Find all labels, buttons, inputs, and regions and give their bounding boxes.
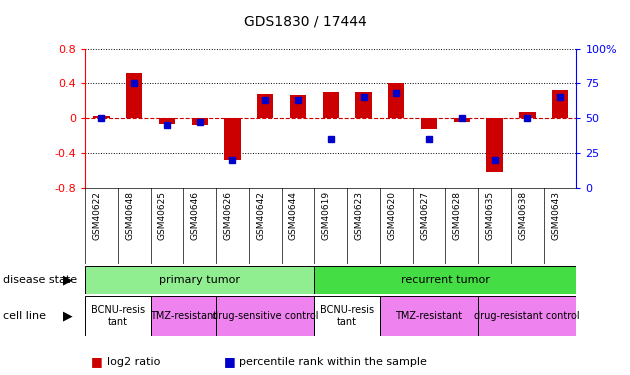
Bar <box>93 116 110 118</box>
Text: GSM40635: GSM40635 <box>486 191 495 240</box>
Text: drug-sensitive control: drug-sensitive control <box>212 311 319 321</box>
Text: GSM40644: GSM40644 <box>289 191 298 240</box>
Text: TMZ-resistant: TMZ-resistant <box>150 311 217 321</box>
Bar <box>224 118 241 160</box>
Text: cell line: cell line <box>3 311 46 321</box>
Text: GSM40627: GSM40627 <box>420 191 429 240</box>
Text: GSM40625: GSM40625 <box>158 191 167 240</box>
Bar <box>355 92 372 118</box>
Text: TMZ-resistant: TMZ-resistant <box>396 311 462 321</box>
Text: BCNU-resis
tant: BCNU-resis tant <box>320 305 374 327</box>
Bar <box>388 84 404 118</box>
Text: GSM40626: GSM40626 <box>224 191 232 240</box>
Bar <box>421 118 437 129</box>
Bar <box>519 112 536 118</box>
Bar <box>192 118 208 125</box>
Text: recurrent tumor: recurrent tumor <box>401 275 490 285</box>
Bar <box>380 296 478 336</box>
Text: GSM40619: GSM40619 <box>322 191 331 240</box>
Bar <box>314 296 380 336</box>
Text: GSM40622: GSM40622 <box>93 191 101 240</box>
Bar <box>151 296 216 336</box>
Bar <box>216 296 314 336</box>
Text: primary tumor: primary tumor <box>159 275 240 285</box>
Text: ■: ■ <box>91 356 103 368</box>
Bar <box>454 118 470 123</box>
Bar <box>552 90 568 118</box>
Bar <box>159 118 175 124</box>
Bar <box>257 94 273 118</box>
Text: GSM40638: GSM40638 <box>518 191 527 240</box>
Bar <box>314 266 576 294</box>
Bar <box>85 296 151 336</box>
Text: percentile rank within the sample: percentile rank within the sample <box>239 357 427 367</box>
Text: disease state: disease state <box>3 275 77 285</box>
Text: GSM40628: GSM40628 <box>453 191 462 240</box>
Text: GSM40646: GSM40646 <box>191 191 200 240</box>
Text: BCNU-resis
tant: BCNU-resis tant <box>91 305 145 327</box>
Text: drug-resistant control: drug-resistant control <box>474 311 580 321</box>
Bar <box>478 296 576 336</box>
Text: log2 ratio: log2 ratio <box>107 357 161 367</box>
Text: ■: ■ <box>224 356 236 368</box>
Text: GDS1830 / 17444: GDS1830 / 17444 <box>244 14 367 28</box>
Bar <box>290 95 306 118</box>
Text: GSM40623: GSM40623 <box>355 191 364 240</box>
Bar <box>486 118 503 172</box>
Text: GSM40642: GSM40642 <box>256 191 265 240</box>
Text: ▶: ▶ <box>63 274 73 287</box>
Bar <box>323 92 339 118</box>
Text: GSM40620: GSM40620 <box>387 191 396 240</box>
Text: GSM40648: GSM40648 <box>125 191 134 240</box>
Bar <box>126 73 142 118</box>
Text: ▶: ▶ <box>63 309 73 322</box>
Text: GSM40643: GSM40643 <box>551 191 560 240</box>
Bar <box>85 266 314 294</box>
